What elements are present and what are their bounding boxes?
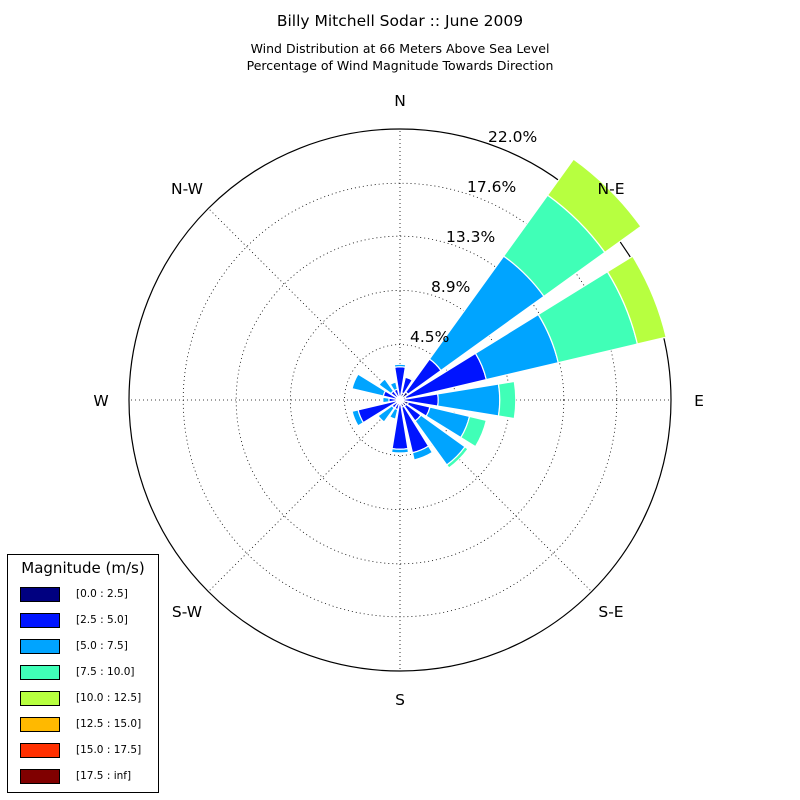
legend-label: [15.0 : 17.5] [76,744,142,756]
legend-label: [2.5 : 5.0] [76,614,128,626]
direction-label: E [694,392,704,410]
wind-bar-segment [404,375,414,381]
wind-bar-segment [390,447,410,454]
legend-label: [7.5 : 10.0] [76,666,135,678]
grid-spoke [208,399,401,592]
legend-swatch [20,639,60,654]
legend-swatch [20,613,60,628]
wind-bars [351,158,667,469]
direction-label: S-E [598,603,623,621]
grid-spoke [208,208,401,401]
direction-label: S-W [172,603,202,621]
wind-bar-segment [382,396,390,404]
wind-bar-segment [546,158,642,254]
legend: Magnitude (m/s) [0.0 : 2.5] [2.5 : 5.0] [5… [7,554,159,793]
legend-swatch [20,691,60,706]
wind-bar-segment [378,378,395,395]
wind-bar-segment [411,445,434,461]
legend-swatch [20,587,60,602]
radial-tick-label: 4.5% [410,328,449,346]
legend-swatch [20,743,60,758]
chart-title: Billy Mitchell Sodar :: June 2009 [276,12,524,30]
radial-tick-label: 8.9% [431,278,470,296]
radial-tick-label: 13.3% [446,228,495,246]
axis-labels: 4.5% 8.9% 13.3% 17.6% 22.0% N N-E E S-E S S-W W N-W [93,92,704,709]
wind-bar-segment [606,255,667,345]
radial-tick-label: 22.0% [488,128,537,146]
wind-bar-segment [389,381,399,392]
wind-bar-segment [377,404,396,423]
direction-label: W [93,392,108,410]
direction-label: N-E [598,180,625,198]
legend-label: [10.0 : 12.5] [76,692,142,704]
legend-label: [5.0 : 7.5] [76,640,128,652]
direction-label: S [395,691,405,709]
legend-swatch [20,665,60,680]
grid-ring [182,182,618,618]
wind-bar-segment [388,407,399,420]
wind-bar-segment [445,445,469,469]
legend-swatch [20,717,60,732]
chart-subtitle-line-2: Percentage of Wind Magnitude Towards Dir… [246,58,554,73]
grid-ring [235,235,565,565]
wind-bar-segment [497,380,517,420]
radial-tick-label: 17.6% [467,178,516,196]
outer-ring [128,128,672,672]
direction-label: N-W [171,180,203,198]
wind-bar-segment [393,363,407,368]
legend-label: [17.5 : inf] [76,770,132,782]
wind-bar-segment [351,409,365,427]
direction-label: N [394,92,406,110]
chart-subtitle-line-1: Wind Distribution at 66 Meters Above Sea… [250,41,550,56]
legend-swatch [20,769,60,784]
legend-label: [0.0 : 2.5] [76,588,128,600]
legend-label: [12.5 : 15.0] [76,718,142,730]
wind-bar-segment [351,373,387,397]
legend-title: Magnitude (m/s) [21,559,145,577]
wind-bar-segment [459,415,488,448]
